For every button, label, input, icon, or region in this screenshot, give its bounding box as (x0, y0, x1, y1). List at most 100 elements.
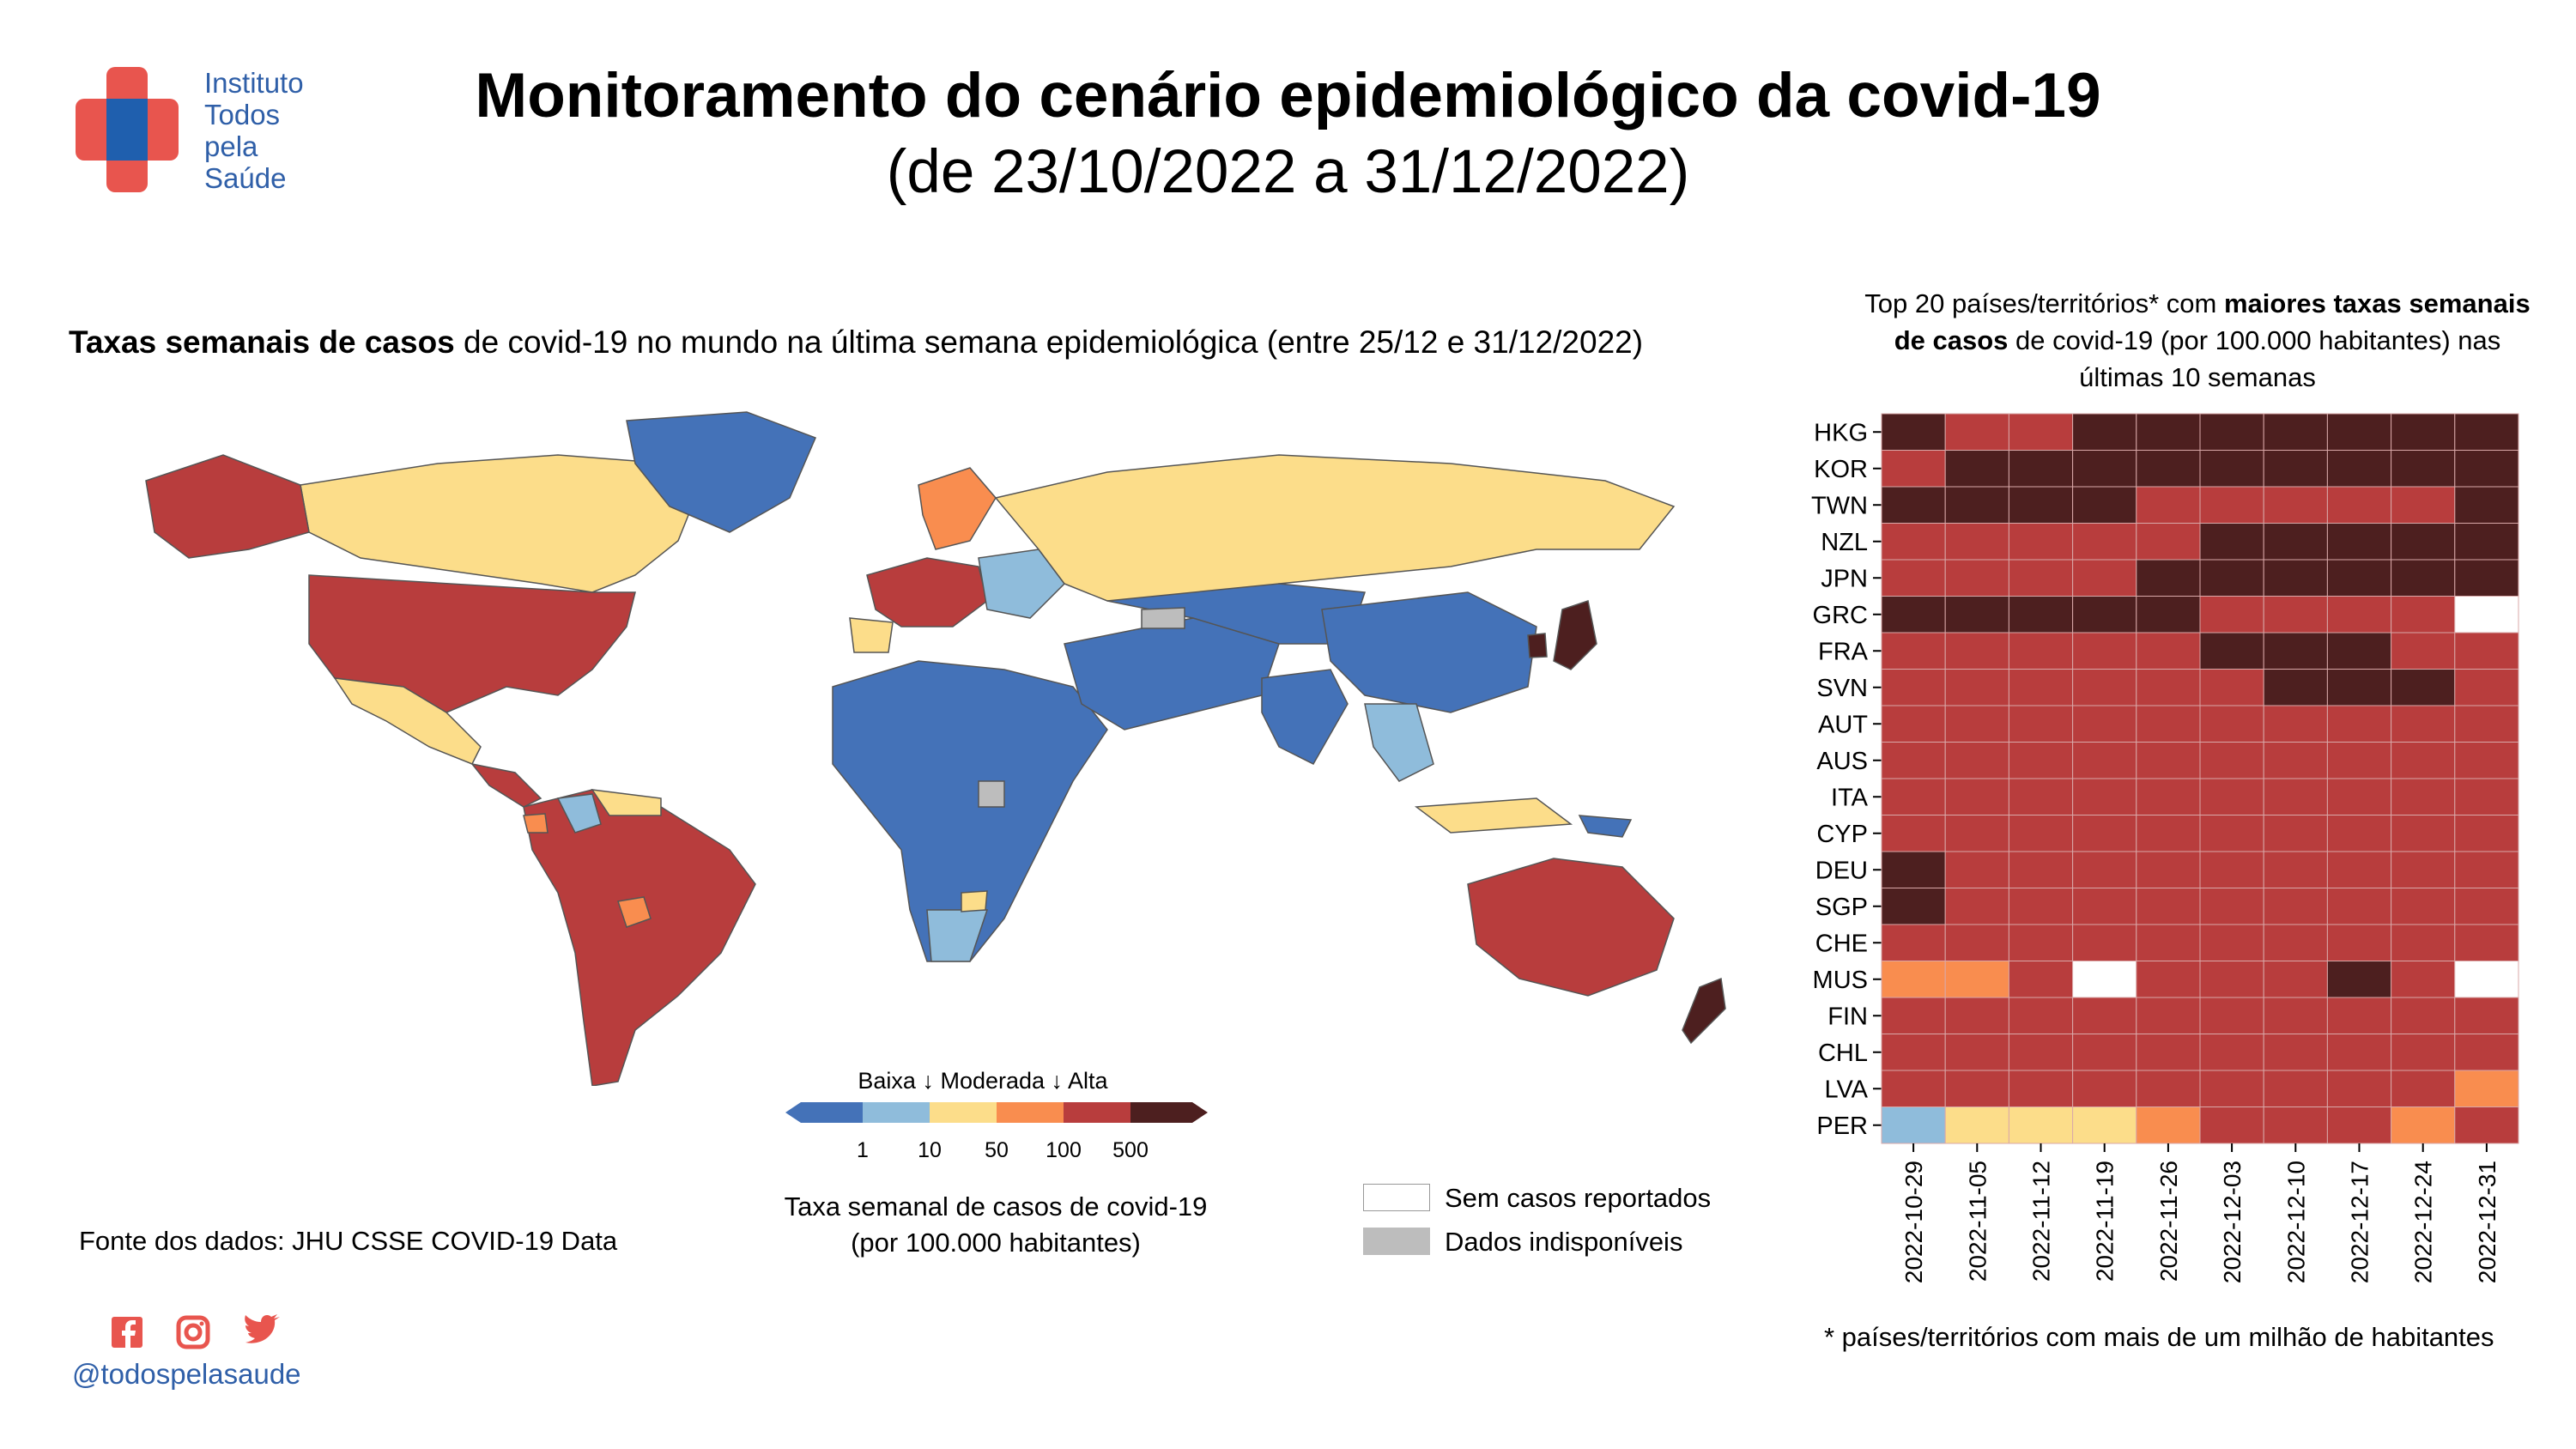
heatmap-cell (2454, 523, 2519, 561)
map-region-western-europe (866, 557, 988, 627)
scale-tick-label: 500 (1112, 1138, 1149, 1162)
heatmap-cell (2326, 486, 2392, 524)
heatmap-col-label: 2022-11-26 (2155, 1161, 2182, 1282)
scale-tick-label: 100 (1046, 1138, 1082, 1162)
heatmap-cell (2072, 413, 2137, 451)
heatmap-cell (2072, 1070, 2137, 1107)
heatmap-col-label: 2022-12-24 (2410, 1161, 2437, 1283)
heatmap-cell (1944, 486, 2009, 524)
heatmap-cell (2263, 705, 2328, 743)
heatmap-cell (1944, 888, 2009, 925)
heatmap-cell (2391, 997, 2456, 1034)
heatmap-cell (2454, 669, 2519, 706)
heatmap-cell (2391, 815, 2456, 852)
heatmap-col-label: 2022-12-31 (2474, 1161, 2500, 1283)
heatmap-col-label: 2022-11-19 (2092, 1161, 2118, 1282)
map-subtitle-rest: de covid-19 no mundo na última semana ep… (454, 324, 1644, 360)
map-subtitle-bold: Taxas semanais de casos (69, 324, 455, 360)
heatmap-cell (2326, 450, 2392, 488)
map-region-africa (832, 660, 1108, 962)
heatmap-cell (1944, 924, 2009, 961)
facebook-icon[interactable] (112, 1317, 142, 1348)
heatmap-col-label: 2022-12-17 (2347, 1161, 2373, 1283)
heatmap-col-label: 2022-12-03 (2219, 1161, 2246, 1283)
heatmap-title-post: de covid-19 (por 100.000 habitantes) nas… (2008, 325, 2501, 392)
heatmap-cell (2454, 961, 2519, 998)
heatmap-cell (1944, 1070, 2009, 1107)
heatmap-cell (2008, 888, 2074, 925)
heatmap-cell (2008, 778, 2074, 815)
map-region-venezuela (591, 789, 662, 816)
scale-caption-line: (por 100.000 habitantes) (851, 1228, 1141, 1258)
heatmap-cell (2454, 888, 2519, 925)
map-region-usa (308, 574, 636, 713)
heatmap-row-label: TWN (1811, 492, 1868, 519)
heatmap-row-label: AUT (1818, 711, 1868, 738)
heatmap-cell (2391, 559, 2456, 597)
heatmap-cell (2326, 705, 2392, 743)
heatmap-cell (2391, 961, 2456, 998)
heatmap-title-pre: Top 20 países/territórios* com (1864, 288, 2224, 318)
heatmap-cell (2199, 523, 2264, 561)
heatmap-cell (2263, 559, 2328, 597)
social-icons (112, 1314, 280, 1349)
heatmap-cell (2326, 1106, 2392, 1144)
heatmap-cell (2391, 888, 2456, 925)
map-region-alaska (145, 454, 310, 559)
heatmap-cell (2008, 559, 2074, 597)
heatmap-cell (2136, 778, 2201, 815)
heatmap-cell (2454, 778, 2519, 815)
map-region-canada (300, 454, 696, 593)
heatmap-cell (1881, 1034, 1946, 1071)
heatmap: HKG KOR TWN NZL JPN GRC FRA SVN AUT AUS ITA CYP DEU S… (1811, 413, 2519, 1283)
heatmap-cell (2008, 1034, 2074, 1071)
heatmap-cell (1944, 961, 2009, 998)
heatmap-cell (1881, 888, 1946, 925)
map-region-greenland (626, 411, 816, 533)
heatmap-cell (2454, 851, 2519, 888)
map-region-ecuador (523, 813, 549, 834)
heatmap-cell (1944, 669, 2009, 706)
twitter-icon[interactable] (245, 1314, 280, 1343)
heatmap-cell (1881, 778, 1946, 815)
heatmap-cell (2263, 815, 2328, 852)
heatmap-row-label: PER (1816, 1113, 1868, 1140)
heatmap-cell (2454, 596, 2519, 634)
heatmap-cell (2072, 742, 2137, 779)
heatmap-cell (1944, 523, 2009, 561)
heatmap-cell (2072, 486, 2137, 524)
heatmap-cell (2136, 523, 2201, 561)
heatmap-cell (1881, 669, 1946, 706)
legend-label-no-cases: Sem casos reportados (1445, 1183, 1712, 1213)
heatmap-row-label: CHE (1815, 930, 1868, 957)
heatmap-cell (2072, 1034, 2137, 1071)
heatmap-cell (2263, 851, 2328, 888)
heatmap-cell (2263, 1034, 2328, 1071)
legend-swatch-no-cases (1363, 1184, 1430, 1211)
heatmap-cell (2008, 450, 2074, 488)
instagram-icon[interactable] (176, 1315, 210, 1349)
heatmap-cell (1944, 705, 2009, 743)
heatmap-cell (2454, 1106, 2519, 1144)
heatmap-row-label: MUS (1813, 967, 1868, 994)
heatmap-cell (2136, 1106, 2201, 1144)
heatmap-row-label: HKG (1814, 419, 1868, 446)
social-handle[interactable]: @todospelasaude (72, 1358, 301, 1390)
heatmap-cell (2199, 742, 2264, 779)
legend-label-unavailable: Dados indisponíveis (1445, 1227, 1683, 1257)
map-region-central-america (470, 762, 542, 808)
heatmap-cell (2263, 450, 2328, 488)
heatmap-cell (2199, 997, 2264, 1034)
heatmap-cell (2136, 669, 2201, 706)
heatmap-cell (2072, 851, 2137, 888)
heatmap-cell (2263, 1070, 2328, 1107)
world-map (145, 411, 1726, 1086)
map-region-japan (1553, 600, 1597, 670)
heatmap-cell (2391, 596, 2456, 634)
heatmap-cell (2008, 1106, 2074, 1144)
heatmap-row-label: DEU (1815, 857, 1868, 884)
heatmap-cell (2008, 924, 2074, 961)
heatmap-cell (1944, 450, 2009, 488)
heatmap-cell (1944, 742, 2009, 779)
heatmap-cell (2072, 888, 2137, 925)
